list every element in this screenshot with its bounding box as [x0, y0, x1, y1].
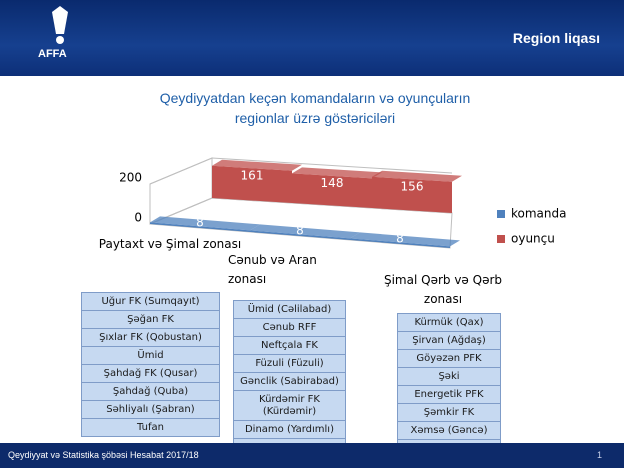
x-tick-label: Şimal Qərb və Qərb zonası — [383, 273, 502, 306]
logo-text: AFFA — [38, 48, 67, 60]
header-bar: AFFA Region liqası — [0, 0, 624, 76]
bar-front — [212, 165, 292, 203]
bar-3d — [292, 167, 382, 208]
footer-bar — [0, 443, 624, 468]
team-cell: Gənclik (Sabirabad) — [234, 373, 345, 391]
bar-top — [372, 170, 462, 182]
team-cell: Ümid (Cəlilabad) — [234, 301, 345, 319]
team-table: Kürmük (Qax) Şirvan (Ağdaş) Göyəzən PFK Şək… — [397, 313, 501, 458]
team-cell: Şəki — [398, 368, 500, 386]
side-wall — [149, 157, 213, 225]
bar-top — [212, 159, 302, 171]
page-number: 1 — [596, 450, 602, 460]
bar-3d — [212, 159, 302, 203]
bar-3d — [350, 232, 460, 248]
chart: 0 200 161 148 156 8 8 8 komanda oyunçu — [119, 157, 566, 249]
team-cell: Səhliyalı (Şabran) — [82, 401, 219, 419]
team-cell: Şəğan FK — [82, 311, 219, 329]
team-cell: Şəmkir FK — [398, 404, 500, 422]
team-cell: Ümid — [82, 347, 219, 365]
legend-swatch — [497, 235, 505, 243]
bar-front — [250, 230, 350, 240]
y-tick-label: 200 — [119, 171, 142, 185]
x-tick-label: Cənub və Aran zonası — [228, 253, 317, 286]
team-table: Uğur FK (Sumqayıt) Şəğan FK Şıxlar FK (Qob… — [81, 292, 220, 437]
team-cell: Energetik PFK — [398, 386, 500, 404]
x-tick-label: Paytaxt və Şimal zonası — [98, 237, 242, 251]
team-cell: Kürdəmir FK (Kürdəmir) — [234, 391, 345, 421]
grid-line — [149, 157, 453, 185]
team-cell: Cənub RFF — [234, 319, 345, 337]
data-label: 161 — [241, 168, 264, 182]
data-label: 148 — [321, 176, 344, 190]
team-cell: Şirvan (Ağdaş) — [398, 332, 500, 350]
footer-text: Qeydiyyat və Statistika şöbəsi Hesabat 2… — [8, 450, 199, 460]
bar-3d — [150, 216, 260, 232]
y-tick-label: 0 — [134, 211, 142, 225]
team-cell: Füzuli (Füzuli) — [234, 355, 345, 373]
team-cell: Neftçala FK — [234, 337, 345, 355]
legend-label: oyunçu — [511, 232, 555, 246]
header-title: Region liqası — [512, 30, 600, 46]
data-label: 8 — [196, 216, 204, 230]
bar-front — [292, 173, 372, 208]
bar-top — [150, 216, 260, 231]
bar-3d — [250, 224, 360, 240]
bar-top — [350, 232, 460, 247]
team-cell: Xəmsə (Gəncə) — [398, 422, 500, 440]
bar-top — [250, 224, 360, 239]
team-cell: Dinamo (Yardımlı) — [234, 421, 345, 439]
bar-3d — [372, 170, 462, 213]
data-label: 8 — [396, 232, 404, 246]
team-cell: Şıxlar FK (Qobustan) — [82, 329, 219, 347]
data-label: 156 — [401, 179, 424, 193]
chart-title: Qeydiyyatdan keçən komandaların və oyunç… — [159, 90, 471, 126]
bar-front — [350, 238, 450, 248]
bar-top — [292, 167, 382, 179]
data-label: 8 — [296, 224, 304, 238]
team-cell: Uğur FK (Sumqayıt) — [82, 293, 219, 311]
team-table: Ümid (Cəlilabad) Cənub RFF Neftçala FK Füzu… — [233, 300, 346, 457]
team-cell: Kürmük (Qax) — [398, 314, 500, 332]
team-cell: Göyəzən PFK — [398, 350, 500, 368]
team-cell: Şahdağ (Quba) — [82, 383, 219, 401]
logo-icon — [52, 6, 68, 44]
team-cell: Tufan — [137, 422, 164, 433]
bar-front — [372, 176, 452, 213]
bar-front — [150, 222, 250, 232]
legend-label: komanda — [511, 207, 566, 221]
team-cell: Şahdağ FK (Qusar) — [82, 365, 219, 383]
legend-swatch — [497, 210, 505, 218]
